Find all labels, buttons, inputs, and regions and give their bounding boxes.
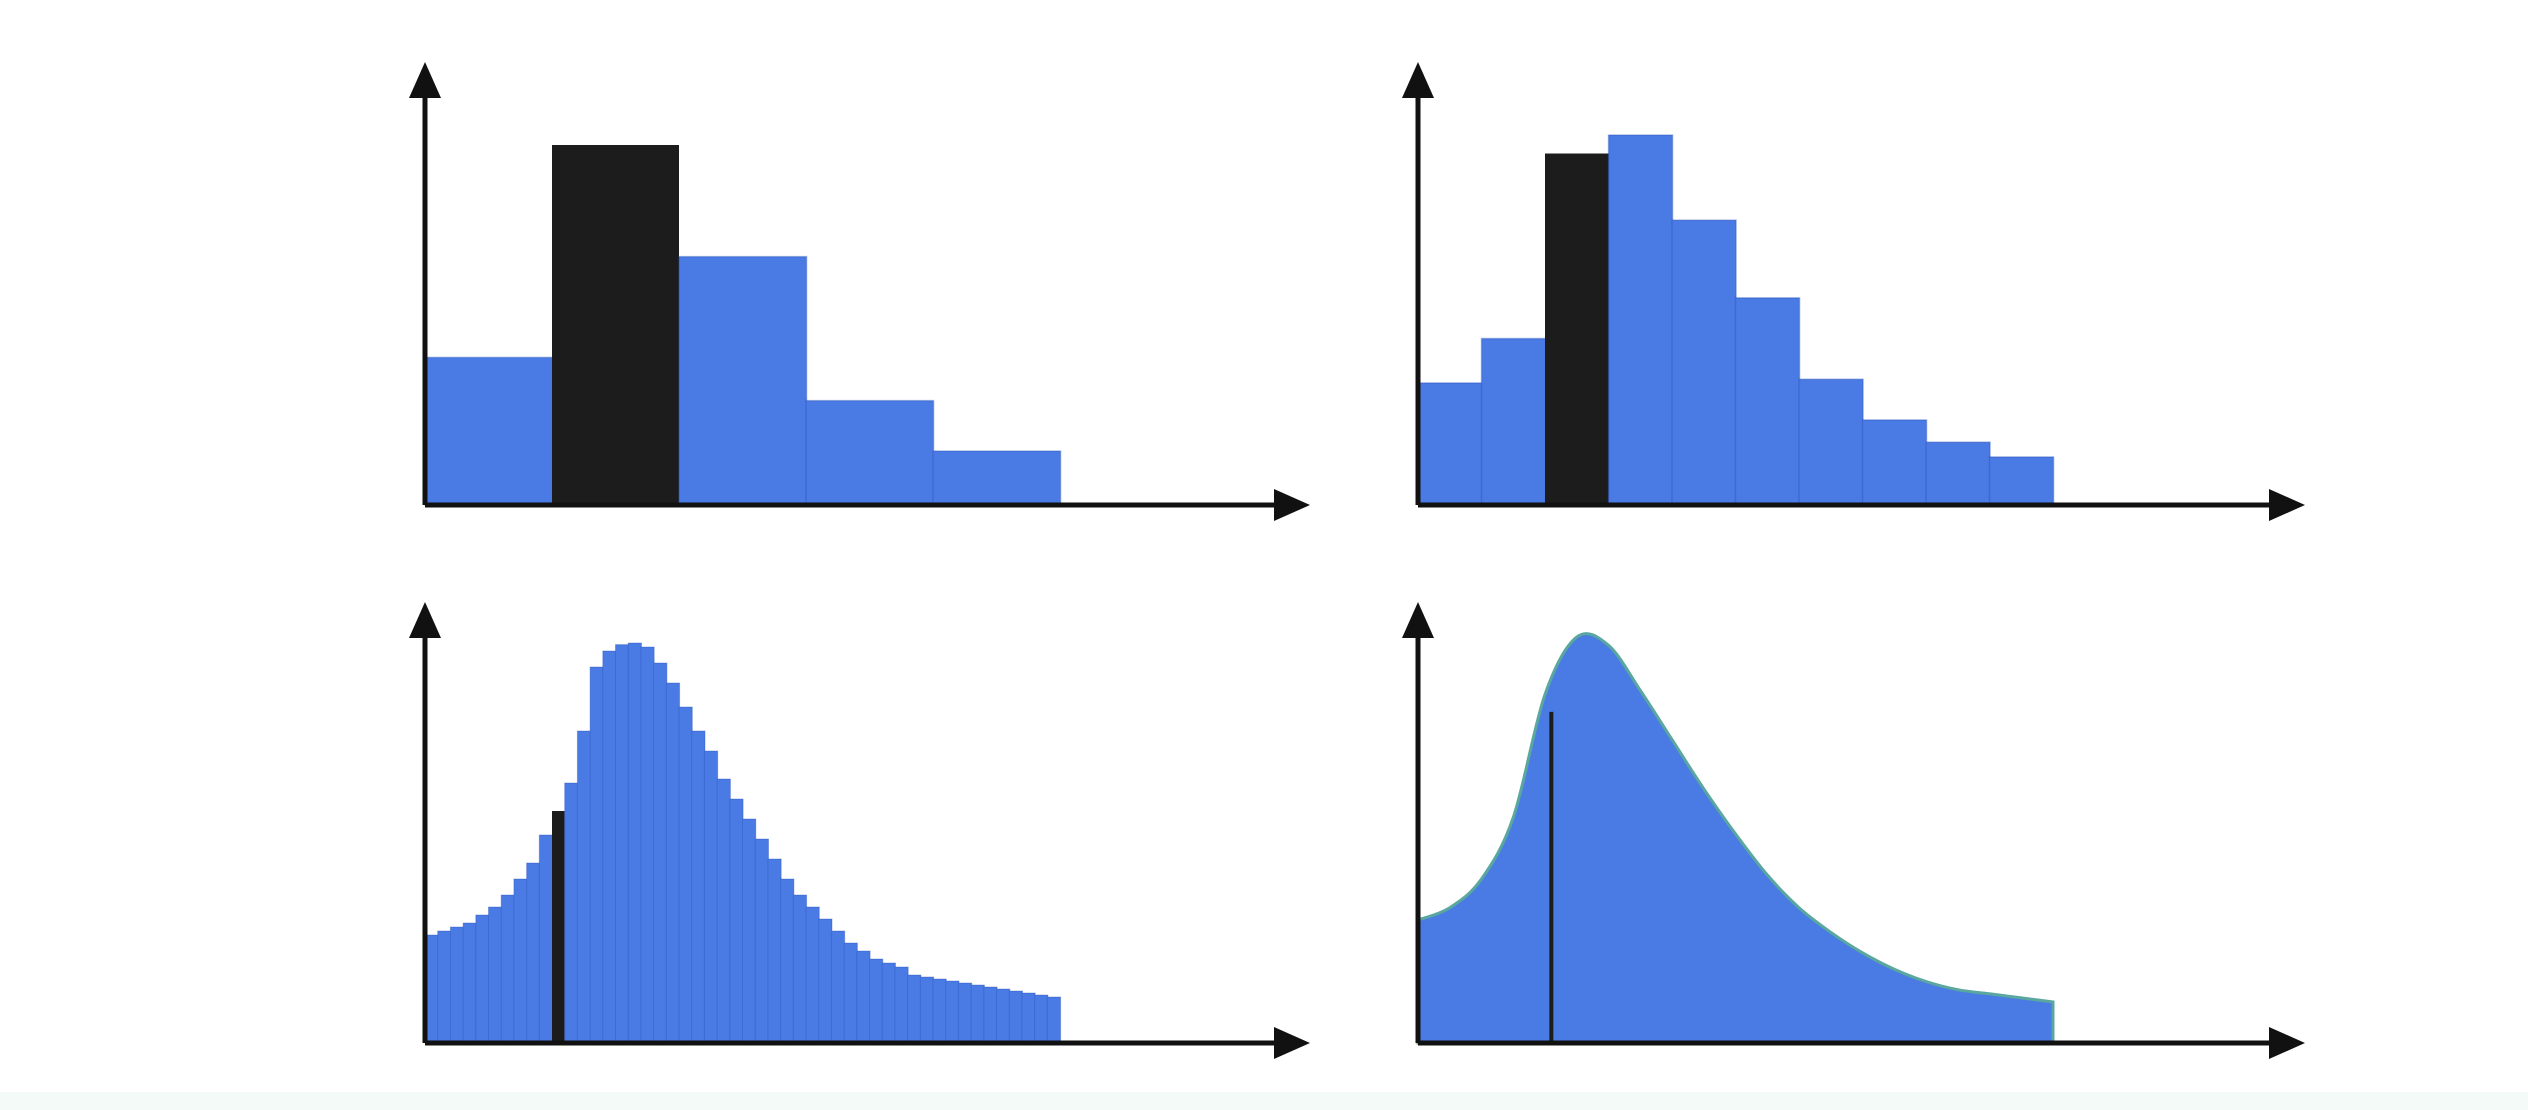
bar-3-27 [754,838,770,1044]
bar-3-9 [526,862,541,1044]
bar-3-16 [615,644,630,1044]
bar-3-38 [894,966,909,1044]
x-axis-arrow-1 [1274,489,1310,521]
bar-3-21 [678,706,693,1044]
bar-3-29 [780,878,795,1044]
bar-3-31 [805,906,820,1044]
bar-3-28 [767,858,782,1044]
bar-2-9 [1925,441,1991,506]
bar-1-1 [424,356,554,506]
bar-3-4 [462,922,477,1044]
bar-3-12 [564,782,579,1044]
bar-3-35 [856,950,871,1044]
y-axis-arrow-1 [409,62,441,98]
y-axis-arrow-4 [1402,602,1434,638]
bar-3-17 [627,642,643,1044]
bar-3-34 [843,942,858,1044]
bar-3-45 [983,986,998,1044]
x-axis-arrow-2 [2269,489,2305,521]
bar-3-37 [881,962,897,1044]
bar-3-48 [1021,992,1036,1044]
bottom-strip [0,1092,2528,1110]
bar-3-39 [907,974,922,1044]
bar-2-10 [1988,456,2055,506]
highlighted-bar-3-11 [552,811,565,1043]
bar-2-1 [1417,382,1483,506]
bar-3-5 [475,914,490,1044]
x-axis-arrow-3 [1274,1027,1310,1059]
bar-3-41 [932,978,947,1044]
bar-3-26 [742,818,757,1044]
bar-3-20 [665,682,681,1044]
panel-4 [1402,602,2305,1059]
y-axis-arrow-2 [1402,62,1434,98]
bar-3-47 [1008,990,1024,1044]
bar-3-18 [640,646,655,1044]
bar-3-25 [729,798,744,1044]
bar-3-2 [437,930,452,1044]
bar-3-49 [1034,994,1049,1044]
bar-3-30 [792,894,808,1044]
bar-1-5 [932,450,1062,506]
bar-3-15 [602,650,617,1044]
bar-2-4 [1607,134,1674,506]
bar-3-6 [488,906,503,1044]
panel-1 [409,62,1310,521]
bar-3-10 [538,834,554,1044]
density-area [1416,632,2055,1045]
bar-3-19 [653,662,668,1044]
bar-3-22 [691,730,706,1044]
highlighted-bar-2-3 [1545,153,1609,505]
highlighted-bar-1-2 [552,145,679,505]
panel-3 [409,602,1310,1059]
bar-3-32 [818,918,833,1044]
bar-3-8 [513,878,528,1044]
bar-3-23 [703,750,719,1044]
bar-3-14 [589,666,604,1044]
x-axis-arrow-4 [2269,1027,2305,1059]
bar-2-5 [1671,219,1737,506]
panel-2 [1402,62,2305,521]
bar-2-8 [1861,419,1928,506]
bar-1-4 [805,399,935,506]
bar-1-3 [678,255,808,506]
bar-3-43 [957,982,973,1044]
bar-3-13 [576,730,592,1044]
bar-2-6 [1734,297,1801,506]
bar-3-36 [869,958,884,1044]
bar-2-7 [1798,378,1864,506]
bar-3-42 [945,980,960,1044]
y-axis-arrow-3 [409,602,441,638]
bar-3-50 [1046,996,1062,1044]
bar-3-44 [970,984,985,1044]
bar-2-2 [1480,337,1547,506]
bar-3-46 [996,988,1011,1044]
bar-3-40 [919,976,935,1044]
bar-3-24 [716,778,731,1044]
bar-3-7 [500,894,516,1044]
bar-3-33 [830,930,846,1044]
bar-3-3 [449,926,465,1044]
